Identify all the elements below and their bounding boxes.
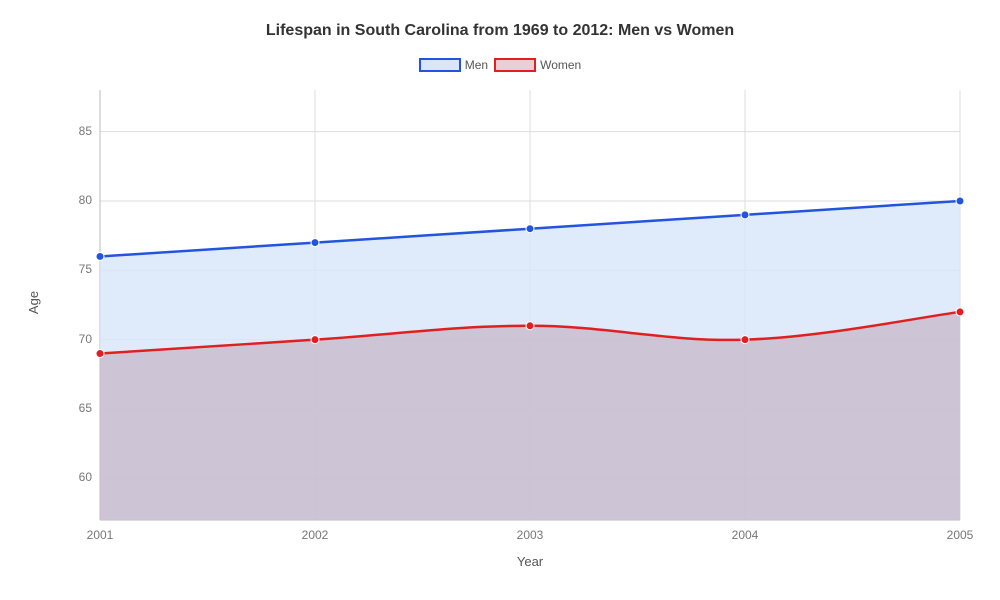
y-tick-label: 70 — [60, 332, 92, 346]
y-axis-label: Age — [26, 291, 41, 314]
legend-swatch — [419, 58, 461, 72]
chart-svg — [100, 90, 960, 520]
marker-women — [741, 336, 749, 344]
y-tick-label: 85 — [60, 124, 92, 138]
marker-men — [526, 225, 534, 233]
plot-area — [100, 90, 960, 520]
legend-label: Men — [465, 58, 488, 72]
marker-women — [956, 308, 964, 316]
y-tick-label: 75 — [60, 262, 92, 276]
marker-women — [96, 350, 104, 358]
marker-women — [526, 322, 534, 330]
marker-men — [741, 211, 749, 219]
legend-item: Women — [494, 58, 581, 72]
marker-men — [96, 252, 104, 260]
marker-men — [311, 239, 319, 247]
legend-label: Women — [540, 58, 581, 72]
y-tick-label: 60 — [60, 470, 92, 484]
y-tick-label: 65 — [60, 401, 92, 415]
marker-women — [311, 336, 319, 344]
legend-swatch — [494, 58, 536, 72]
x-tick-label: 2004 — [715, 528, 775, 542]
x-tick-label: 2005 — [930, 528, 990, 542]
x-axis-label: Year — [100, 554, 960, 569]
y-tick-label: 80 — [60, 193, 92, 207]
x-tick-label: 2003 — [500, 528, 560, 542]
x-tick-label: 2002 — [285, 528, 345, 542]
chart-title: Lifespan in South Carolina from 1969 to … — [0, 22, 1000, 40]
x-tick-label: 2001 — [70, 528, 130, 542]
legend-item: Men — [419, 58, 488, 72]
legend: Men Women — [0, 58, 1000, 72]
marker-men — [956, 197, 964, 205]
